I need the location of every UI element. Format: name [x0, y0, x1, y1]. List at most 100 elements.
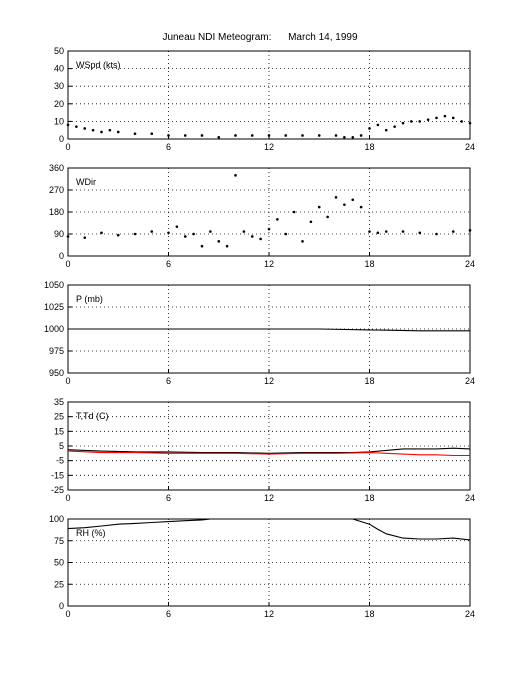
data-point [66, 123, 70, 127]
y-tick-label: 75 [54, 536, 64, 546]
data-point [343, 203, 346, 206]
data-point [334, 196, 338, 199]
x-tick-label: 6 [166, 493, 171, 503]
data-point [209, 230, 212, 233]
panel-label: WSpd (kts) [76, 60, 121, 70]
data-point [418, 120, 422, 123]
data-point [359, 134, 363, 137]
data-point [418, 231, 422, 235]
y-tick-label: 0 [59, 601, 64, 611]
x-tick-label: 18 [364, 142, 374, 152]
x-tick-label: 12 [264, 609, 274, 619]
data-point [393, 125, 396, 128]
y-tick-label: 0 [59, 134, 64, 144]
y-tick-label: 25 [54, 412, 64, 422]
data-point [351, 135, 355, 139]
x-tick-label: 18 [364, 259, 374, 269]
x-tick-label: 12 [264, 376, 274, 386]
y-tick-label: 950 [49, 368, 64, 378]
y-tick-label: -25 [51, 485, 64, 495]
data-point [468, 229, 472, 232]
data-point [435, 116, 438, 120]
chart-title: Juneau NDI Meteogram: March 14, 1999 [0, 32, 520, 43]
x-tick-label: 24 [465, 493, 475, 503]
data-point [401, 230, 405, 233]
data-point [225, 244, 229, 248]
y-tick-label: 100 [49, 514, 64, 524]
panel-label: P (mb) [76, 294, 103, 304]
data-point [242, 230, 246, 233]
y-tick-label: 30 [54, 81, 64, 91]
data-point [116, 130, 120, 134]
data-point [234, 174, 237, 177]
data-point [100, 231, 103, 235]
data-point [192, 232, 195, 236]
panel-1: 0 6 12 18 24 0 90 180 270 360 WDir [49, 163, 475, 269]
panel-2: 0 6 12 18 24 950 975 1000 1025 1050 P (mb) [44, 280, 475, 386]
data-point [376, 231, 380, 235]
data-point [384, 230, 388, 233]
panel-3: 0 6 12 18 24 -25 -15 -5 5 15 25 35 T,Td (C) [51, 397, 475, 503]
panel-label: T,Td (C) [76, 411, 109, 421]
y-tick-label: 50 [54, 46, 64, 56]
x-tick-label: 0 [65, 493, 70, 503]
data-point [401, 121, 405, 125]
data-point [343, 135, 346, 139]
panel-0: 0 6 12 18 24 0 10 20 30 40 50 WSpd (kts) [54, 46, 475, 152]
data-point [183, 134, 187, 137]
x-tick-label: 6 [166, 142, 171, 152]
x-tick-label: 24 [465, 609, 475, 619]
data-point [133, 232, 137, 236]
y-tick-label: 25 [54, 579, 64, 589]
y-tick-label: 40 [54, 64, 64, 74]
data-point [150, 230, 154, 233]
x-tick-label: 18 [364, 609, 374, 619]
y-tick-label: -5 [56, 456, 64, 466]
data-point [384, 128, 388, 132]
x-tick-label: 18 [364, 493, 374, 503]
data-point [317, 134, 321, 137]
x-tick-label: 0 [65, 142, 70, 152]
data-point [183, 235, 187, 238]
data-point [460, 120, 463, 123]
data-point [368, 230, 371, 233]
data-point [326, 215, 329, 219]
series-line-0 [68, 328, 470, 332]
data-point [301, 134, 304, 137]
data-point [443, 114, 447, 118]
data-point [468, 121, 472, 125]
data-point [83, 236, 87, 239]
x-tick-label: 0 [65, 259, 70, 269]
data-point [376, 123, 380, 127]
x-tick-label: 12 [264, 142, 274, 152]
data-point [284, 134, 288, 137]
data-point [451, 116, 455, 120]
x-tick-label: 12 [264, 259, 274, 269]
series-line-0 [67, 518, 471, 541]
data-point [234, 134, 237, 137]
data-point [276, 218, 279, 221]
data-point [309, 220, 313, 224]
data-point [200, 244, 204, 248]
y-tick-label: -15 [51, 470, 64, 480]
title-date: March 14, 1999 [288, 32, 358, 43]
data-point [100, 130, 103, 134]
data-point [267, 134, 271, 137]
data-point [292, 210, 296, 214]
data-point [317, 205, 321, 209]
data-point [217, 135, 221, 139]
x-tick-label: 12 [264, 493, 274, 503]
panel-label: RH (%) [76, 528, 106, 538]
data-point [108, 128, 112, 132]
data-point [200, 134, 204, 137]
data-point [426, 118, 430, 121]
y-tick-label: 90 [54, 229, 64, 239]
y-tick-label: 1000 [44, 324, 64, 334]
data-point [410, 120, 413, 123]
data-point [359, 205, 363, 209]
data-point [66, 235, 70, 238]
x-tick-label: 24 [465, 259, 475, 269]
y-tick-label: 0 [59, 251, 64, 261]
y-tick-label: 5 [59, 441, 64, 451]
data-point [435, 232, 438, 236]
